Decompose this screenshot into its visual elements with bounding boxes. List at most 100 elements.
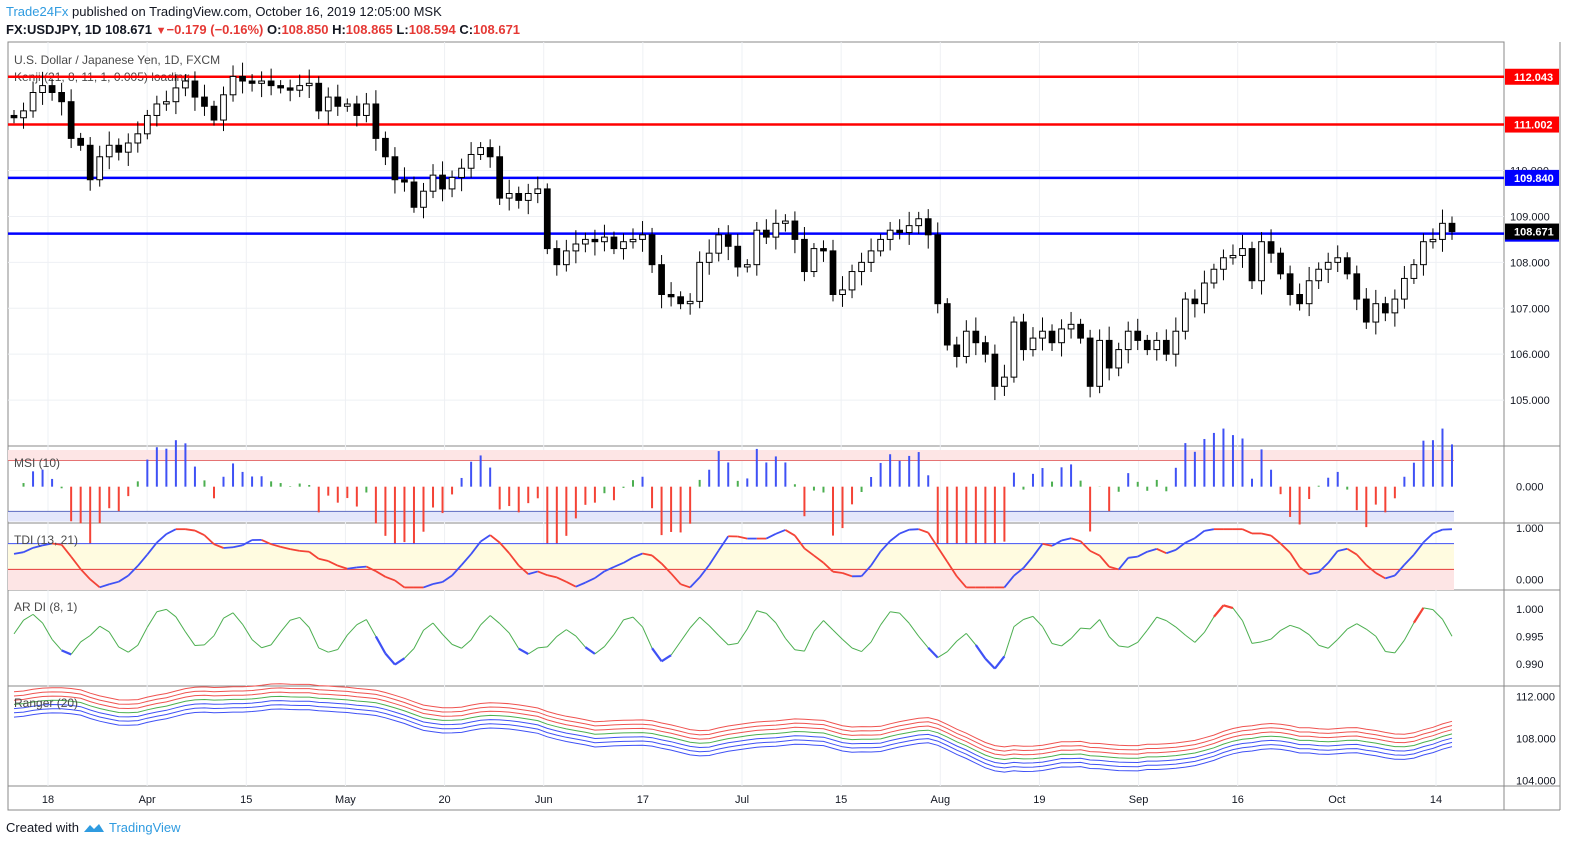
candle-down xyxy=(829,250,837,296)
tdi-segment xyxy=(1013,567,1025,577)
candle-up xyxy=(182,80,189,89)
level-price-label: 109.840 xyxy=(1514,173,1554,185)
candle-up xyxy=(562,250,570,266)
candle-up xyxy=(448,176,456,190)
tdi-tick-label: 1.000 xyxy=(1516,523,1544,535)
candle-up xyxy=(429,174,437,192)
candle-up xyxy=(782,220,789,224)
ardi-segment xyxy=(1108,636,1120,647)
ardi-segment xyxy=(604,634,615,647)
ardi-segment xyxy=(823,620,834,631)
ardi-segment xyxy=(842,638,853,649)
tradingview-link[interactable]: TradingView xyxy=(108,820,181,835)
tdi-segment xyxy=(290,548,300,552)
candle-up xyxy=(153,103,161,116)
tdi-mid-band xyxy=(8,543,1454,570)
level-price-label: 112.043 xyxy=(1514,72,1553,84)
time-tick-label: 20 xyxy=(438,794,450,806)
candle-up xyxy=(363,103,370,116)
ardi-segment xyxy=(432,622,443,635)
candle-down xyxy=(953,344,961,357)
tdi-segment xyxy=(432,581,443,585)
candle-down xyxy=(67,101,75,139)
ardi-segment xyxy=(499,623,510,634)
ardi-segment xyxy=(851,647,862,653)
candle-up xyxy=(753,229,761,266)
candle-down xyxy=(286,87,294,91)
tdi-tick-label: 0.000 xyxy=(1516,575,1544,587)
tdi-segment xyxy=(518,564,529,575)
time-tick-label: Apr xyxy=(139,794,156,806)
candle-up xyxy=(915,218,923,227)
tdi-segment xyxy=(1184,537,1196,544)
tdi-low-band xyxy=(8,569,1454,590)
tdi-segment xyxy=(651,554,663,565)
candle-up xyxy=(1058,328,1065,344)
tdi-segment xyxy=(822,562,834,573)
candle-up xyxy=(163,101,170,105)
ardi-segment xyxy=(470,624,482,641)
tdi-segment xyxy=(356,565,367,569)
candle-up xyxy=(582,238,589,245)
candle-down xyxy=(991,353,999,387)
candle-up xyxy=(1429,238,1437,243)
candle-up xyxy=(1439,222,1446,240)
tdi-segment xyxy=(575,581,586,588)
ardi-tick-label: 1.000 xyxy=(1516,604,1544,616)
tdi-segment xyxy=(1022,555,1034,569)
candle-up xyxy=(1067,323,1075,330)
tdi-segment xyxy=(318,557,329,562)
ardi-segment xyxy=(1137,629,1148,643)
candle-down xyxy=(801,238,808,273)
ardi-segment xyxy=(784,637,796,651)
candle-down xyxy=(1448,222,1456,233)
ardi-segment xyxy=(1432,609,1443,620)
tdi-segment xyxy=(1422,532,1434,544)
price-tick-label: 109.000 xyxy=(1510,211,1550,223)
candle-down xyxy=(191,80,199,98)
candle-down xyxy=(486,147,494,158)
ardi-segment xyxy=(89,625,101,636)
candle-down xyxy=(353,103,361,116)
publisher-link[interactable]: Trade24Fx xyxy=(6,4,69,19)
ardi-segment xyxy=(908,622,920,637)
ardi-segment xyxy=(1203,616,1215,633)
low-value: 108.594 xyxy=(408,22,456,37)
tdi-segment xyxy=(308,551,320,560)
ardi-segment xyxy=(775,622,786,639)
candle-up xyxy=(1239,248,1246,256)
high-label: H: xyxy=(332,22,346,37)
candle-up xyxy=(296,85,304,91)
tdi-segment xyxy=(203,534,215,545)
tdi-segment xyxy=(623,556,634,564)
ardi-segment xyxy=(461,639,472,649)
tdi-segment xyxy=(547,574,558,579)
candle-up xyxy=(1153,339,1161,351)
ardi-segment xyxy=(1261,638,1272,643)
candle-up xyxy=(858,261,865,273)
level-price-tag xyxy=(1505,116,1559,133)
ardi-segment xyxy=(1146,616,1158,631)
ardi-segment xyxy=(890,611,900,614)
ardi-segment xyxy=(1194,631,1205,643)
candle-down xyxy=(1267,241,1275,254)
ardi-segment xyxy=(280,619,291,633)
ardi-segment xyxy=(394,657,406,666)
tdi-segment xyxy=(223,546,234,549)
tdi-segment xyxy=(460,553,472,566)
ardi-segment xyxy=(1061,638,1072,647)
ardi-segment xyxy=(870,624,882,643)
candle-down xyxy=(58,92,65,103)
ardi-segment xyxy=(61,649,72,656)
candle-down xyxy=(658,264,665,295)
ardi-segment xyxy=(80,635,91,643)
ardi-segment xyxy=(680,627,691,642)
ardi-segment xyxy=(1127,641,1138,648)
ardi-segment xyxy=(137,626,148,646)
candle-down xyxy=(10,114,18,119)
created-with-label: Created with xyxy=(6,820,79,835)
ardi-segment xyxy=(861,641,872,652)
open-value: 108.850 xyxy=(281,22,329,37)
ardi-segment xyxy=(994,655,1006,670)
